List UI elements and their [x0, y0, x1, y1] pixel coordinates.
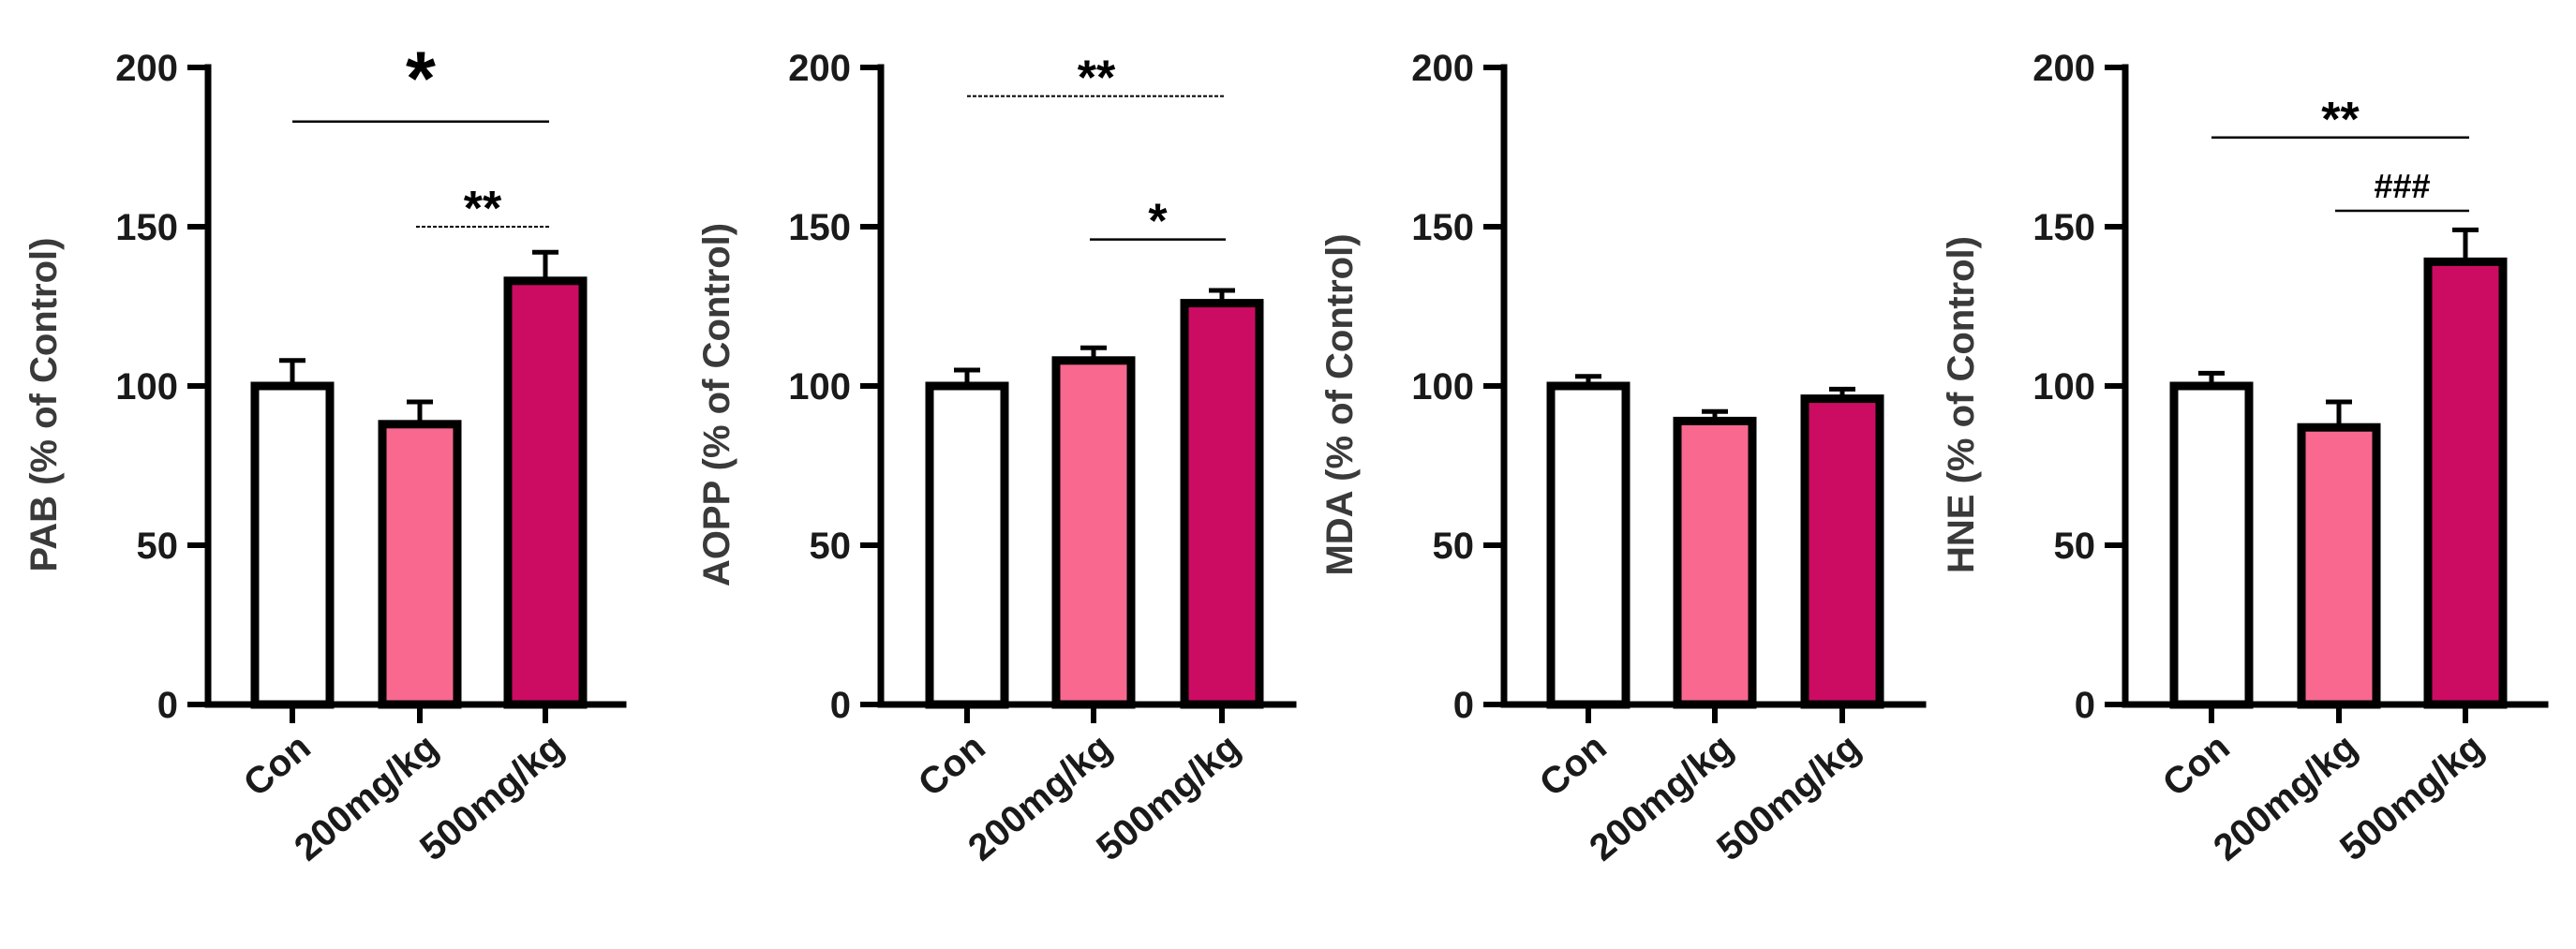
- error-bar-500: [2452, 227, 2479, 262]
- y-tick-label: 150: [1411, 207, 1474, 248]
- category-label-500: 500mg/kg: [1089, 726, 1248, 868]
- significance-mark: **: [464, 182, 502, 236]
- significance-mark: ###: [2374, 167, 2430, 205]
- bar-con: [1546, 381, 1630, 709]
- y-tick-label: 0: [1453, 685, 1474, 726]
- y-tick-label: 100: [2033, 366, 2095, 408]
- y-axis-title: PAB (% of Control): [23, 238, 65, 572]
- y-tick-label: 50: [1433, 526, 1475, 567]
- y-axis-title: AOPP (% of Control): [696, 223, 737, 586]
- y-tick-label: 0: [830, 685, 851, 726]
- y-tick-label: 200: [115, 48, 178, 89]
- y-tick-label: 0: [157, 685, 178, 726]
- significance-mark: **: [2321, 93, 2360, 147]
- bar-500: [1180, 299, 1264, 709]
- bar-con: [250, 381, 335, 709]
- y-tick-label: 50: [137, 526, 179, 567]
- bar-500: [2423, 257, 2508, 709]
- y-tick-label: 150: [2033, 207, 2095, 248]
- y-tick-label: 0: [2075, 685, 2095, 726]
- bar-200: [1051, 356, 1136, 709]
- category-label-con: Con: [911, 726, 993, 805]
- error-bar-200: [2326, 399, 2352, 428]
- bar-con: [925, 381, 1009, 709]
- significance-mark: *: [406, 37, 436, 122]
- y-tick-label: 150: [115, 207, 178, 248]
- bar-200: [1673, 416, 1757, 709]
- y-tick-label: 50: [2054, 526, 2096, 567]
- bar-500: [503, 276, 588, 709]
- y-tick-label: 100: [115, 366, 178, 408]
- significance-mark: *: [1148, 195, 1168, 249]
- y-tick-label: 100: [788, 366, 851, 408]
- bar-con: [2169, 381, 2254, 709]
- bar-200: [2297, 423, 2381, 709]
- y-tick-label: 200: [788, 48, 851, 89]
- y-tick-label: 150: [788, 207, 851, 248]
- y-axis-title: HNE (% of Control): [1941, 236, 1982, 573]
- y-tick-label: 100: [1411, 366, 1474, 408]
- category-label-con: Con: [1532, 726, 1615, 805]
- y-tick-label: 200: [2033, 48, 2095, 89]
- error-bar-500: [532, 249, 558, 281]
- category-label-con: Con: [236, 726, 319, 805]
- category-label-con: Con: [2155, 726, 2238, 805]
- significance-mark: **: [1078, 52, 1116, 106]
- y-tick-label: 200: [1411, 48, 1474, 89]
- y-axis-title: MDA (% of Control): [1319, 233, 1361, 575]
- bar-200: [378, 420, 462, 709]
- bar-500: [1800, 394, 1884, 709]
- y-tick-label: 50: [810, 526, 852, 567]
- category-label-500: 500mg/kg: [1709, 726, 1869, 868]
- error-bar-con: [279, 358, 305, 386]
